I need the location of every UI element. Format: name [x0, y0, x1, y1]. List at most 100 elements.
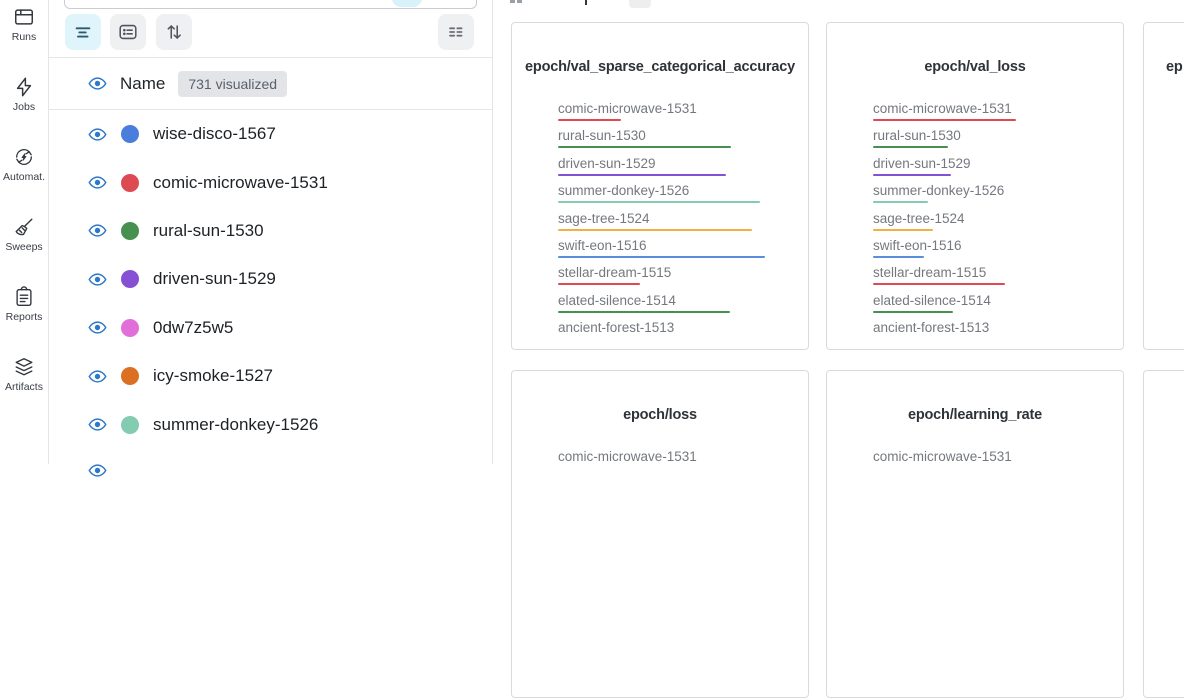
legend-item[interactable]: ancient-forest-1513: [873, 320, 1123, 347]
run-color-dot: [121, 125, 139, 144]
visualized-count-badge: 731 visualized: [178, 70, 288, 97]
legend-color-line: [558, 201, 760, 204]
sidebar-item-jobs[interactable]: Jobs: [0, 76, 48, 116]
legend-run-name: comic-microwave-1531: [873, 449, 1012, 464]
section-header-icon: [510, 0, 515, 3]
sidebar-item-sweeps[interactable]: Sweeps: [0, 216, 48, 256]
chart-title: epoch/val_sparse_categorical_accuracy: [525, 59, 795, 75]
display-settings-button[interactable]: [438, 14, 474, 50]
legend-item[interactable]: comic-microwave-1531: [873, 449, 1123, 476]
legend-item[interactable]: rural-sun-1530: [558, 128, 808, 155]
legend-item[interactable]: elated-silence-1514: [558, 293, 808, 320]
legend-color-line: [873, 228, 933, 231]
legend-item[interactable]: swift-eon-1516: [873, 238, 1123, 265]
sweeps-broom-icon: [13, 216, 35, 238]
runs-toolbar: [49, 0, 492, 58]
legend-item[interactable]: ancient-forest-1513: [558, 320, 808, 347]
legend-color-line: [873, 201, 928, 204]
legend-color-line: [558, 146, 731, 149]
run-row[interactable]: comic-microwave-1531: [49, 158, 492, 206]
legend-item[interactable]: sage-tree-1524: [873, 211, 1123, 238]
sidebar-item-label: Sweeps: [5, 241, 43, 253]
legend-item[interactable]: comic-microwave-1531: [558, 449, 808, 476]
legend-color-line: [873, 173, 951, 176]
chart-legend: comic-microwave-1531: [827, 449, 1123, 476]
legend-color-line: [558, 283, 640, 286]
sidebar-item-label: Reports: [5, 311, 43, 323]
visibility-eye-icon[interactable]: [88, 318, 107, 337]
chart-title: epoch/val_loss: [924, 59, 1026, 75]
legend-item[interactable]: swift-eon-1516: [558, 238, 808, 265]
legend-item[interactable]: comic-microwave-1531: [558, 101, 808, 128]
run-name[interactable]: comic-microwave-1531: [153, 172, 328, 192]
legend-color-line: [873, 255, 924, 258]
run-row[interactable]: summer-donkey-1526: [49, 400, 492, 448]
run-row[interactable]: 0dw7z5w5: [49, 304, 492, 352]
column-settings-icon: [445, 21, 467, 43]
legend-run-name: driven-sun-1529: [558, 155, 656, 171]
legend-run-name: summer-donkey-1526: [873, 183, 1005, 199]
group-card-icon: [117, 21, 139, 43]
legend-item[interactable]: stellar-dream-1515: [873, 265, 1123, 292]
legend-color-line: [873, 310, 953, 313]
legend-run-name: summer-donkey-1526: [558, 183, 690, 199]
visibility-eye-icon[interactable]: [88, 367, 107, 386]
run-row[interactable]: rural-sun-1530: [49, 207, 492, 255]
run-row[interactable]: driven-sun-1529: [49, 255, 492, 303]
filter-button[interactable]: [65, 14, 101, 50]
run-color-dot: [121, 367, 139, 386]
visibility-eye-icon[interactable]: [88, 221, 107, 240]
group-button[interactable]: [110, 14, 146, 50]
jobs-lightning-icon: [13, 76, 35, 98]
legend-item[interactable]: elated-silence-1514: [873, 293, 1123, 320]
legend-item[interactable]: comic-microwave-1531: [873, 101, 1123, 128]
legend-color-line: [558, 255, 765, 258]
run-name[interactable]: wise-disco-1567: [153, 124, 276, 144]
chart-panel[interactable]: [1143, 370, 1184, 698]
legend-run-name: ancient-forest-1513: [873, 320, 990, 336]
legend-item[interactable]: summer-donkey-1526: [873, 183, 1123, 210]
chart-panel[interactable]: epoch/loss comic-microwave-1531: [511, 370, 809, 698]
sort-arrows-icon: [163, 21, 185, 43]
sidebar-item-artifacts[interactable]: Artifacts: [0, 356, 48, 396]
sidebar-item-automations[interactable]: Automat.: [0, 146, 48, 186]
chart-panel[interactable]: epoch/val_loss comic-microwave-1531 rura…: [826, 22, 1124, 350]
legend-run-name: sage-tree-1524: [873, 210, 965, 226]
legend-item[interactable]: driven-sun-1529: [558, 156, 808, 183]
run-name[interactable]: summer-donkey-1526: [153, 414, 319, 434]
run-name[interactable]: rural-sun-1530: [153, 220, 264, 240]
legend-item[interactable]: summer-donkey-1526: [558, 183, 808, 210]
run-color-dot: [121, 221, 139, 240]
visibility-eye-icon[interactable]: [88, 270, 107, 289]
sidebar-item-runs[interactable]: Runs: [0, 6, 48, 46]
legend-item[interactable]: stellar-dream-1515: [558, 265, 808, 292]
sort-button[interactable]: [156, 14, 192, 50]
run-row[interactable]: icy-smoke-1527: [49, 352, 492, 400]
legend-run-name: swift-eon-1516: [558, 237, 647, 253]
run-color-dot: [121, 270, 139, 289]
chart-panel[interactable]: epoch/learning_rate comic-microwave-1531: [826, 370, 1124, 698]
visibility-eye-icon[interactable]: [88, 415, 107, 434]
legend-item[interactable]: rural-sun-1530: [873, 128, 1123, 155]
visibility-eye-icon[interactable]: [88, 125, 107, 144]
run-list: wise-disco-1567 comic-microwave-1531 rur…: [49, 110, 492, 464]
legend-run-name: driven-sun-1529: [873, 155, 971, 171]
runs-table-header: Name 731 visualized: [49, 58, 492, 110]
visibility-eye-icon[interactable]: [88, 74, 107, 93]
run-name[interactable]: 0dw7z5w5: [153, 317, 234, 337]
legend-item[interactable]: sage-tree-1524: [558, 211, 808, 238]
charts-workspace: epoch/val_sparse_categorical_accuracy co…: [494, 0, 1184, 698]
run-name[interactable]: icy-smoke-1527: [153, 366, 273, 386]
runs-search-input[interactable]: [64, 0, 477, 9]
legend-run-name: comic-microwave-1531: [558, 101, 697, 116]
sidebar-item-label: Jobs: [12, 101, 36, 113]
chart-panel[interactable]: epoch/val_sparse_categorical_accuracy co…: [511, 22, 809, 350]
visibility-eye-icon[interactable]: [88, 173, 107, 192]
run-name[interactable]: driven-sun-1529: [153, 269, 276, 289]
legend-item[interactable]: driven-sun-1529: [873, 156, 1123, 183]
run-row[interactable]: wise-disco-1567: [49, 110, 492, 158]
chart-panel[interactable]: ep: [1143, 22, 1184, 350]
legend-color-line: [873, 146, 948, 149]
sidebar-item-reports[interactable]: Reports: [0, 286, 48, 326]
chart-legend: comic-microwave-1531 rural-sun-1530 driv…: [827, 101, 1123, 348]
